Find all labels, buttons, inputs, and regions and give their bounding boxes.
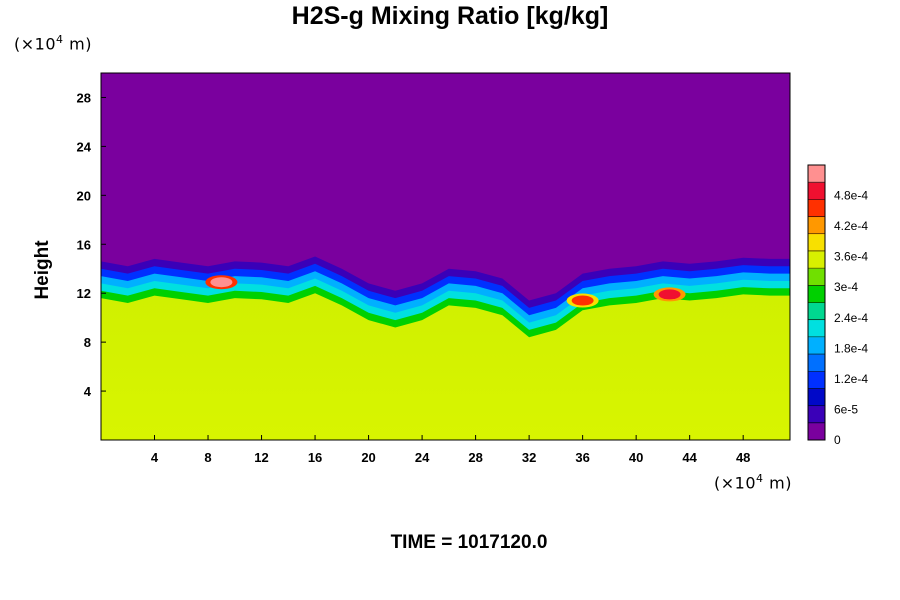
colorbar-frame [807,164,826,441]
x-axis-ticks: 4 8 12 16 20 24 28 32 36 40 44 48 [151,435,750,465]
colorbar-swatch [808,165,825,183]
x-tick-label: 40 [629,450,643,465]
y-tick-label: 12 [77,286,91,301]
colorbar-tick-label: 3e-4 [834,280,858,294]
y-tick-label: 20 [77,188,91,203]
colorbar-tick-label: 1.8e-4 [834,341,868,355]
colorbar-tick-label: 2.4e-4 [834,311,868,325]
x-tick-label: 8 [204,450,211,465]
y-axis-ticks: 4 8 12 16 20 24 28 [77,90,106,399]
colorbar: 0 6e-5 1.2e-4 1.8e-4 2.4e-4 3e-4 3.6e-4 4.2e-4 4… [807,164,868,447]
colorbar-swatch [808,371,825,389]
colorbar-swatch [808,233,825,252]
colorbar-swatch [808,199,825,218]
colorbar-swatch [808,388,825,407]
x-tick-label: 44 [682,450,697,465]
x-tick-label: 32 [522,450,536,465]
colorbar-swatch [808,422,825,441]
x-tick-label: 12 [254,450,268,465]
y-tick-label: 16 [77,237,91,252]
hot-spot [210,277,233,288]
colorbar-tick-label: 4.2e-4 [834,219,868,233]
x-tick-label: 24 [415,450,430,465]
time-label: TIME = 1017120.0 [390,532,548,553]
hot-spot [658,289,681,300]
colorbar-tick-label: 4.8e-4 [834,189,868,203]
colorbar-swatch [808,302,825,321]
y-tick-label: 4 [84,384,92,399]
colorbar-tick-label: 0 [834,433,841,447]
lower-region [101,293,790,440]
colorbar-swatch [808,216,825,235]
colorbar-tick-label: 6e-5 [834,402,858,416]
x-tick-label: 20 [361,450,375,465]
y-axis-unit: (×104 m) [14,33,92,54]
colorbar-tick-label: 3.6e-4 [834,250,868,264]
colorbar-swatch [808,268,825,286]
colorbar-swatch [808,354,825,372]
x-tick-label: 28 [468,450,482,465]
x-tick-label: 48 [736,450,750,465]
colorbar-swatch [808,336,825,355]
y-tick-label: 28 [77,90,91,105]
hot-spot [571,295,594,306]
x-axis-unit: (×104 m) [714,472,792,493]
colorbar-swatch [808,405,825,424]
y-tick-label: 24 [77,139,92,154]
heatmap-field [101,73,790,440]
chart-title: H2S-g Mixing Ratio [kg/kg] [291,2,609,30]
colorbar-swatch [808,182,825,200]
y-tick-label: 8 [84,335,91,350]
x-tick-label: 16 [308,450,322,465]
x-tick-label: 4 [151,450,159,465]
colorbar-swatch [808,285,825,303]
colorbar-swatch [808,250,825,269]
plot-frame [100,72,791,441]
colorbar-swatch [808,319,825,338]
colorbar-tick-label: 1.2e-4 [834,372,868,386]
x-tick-label: 36 [575,450,589,465]
